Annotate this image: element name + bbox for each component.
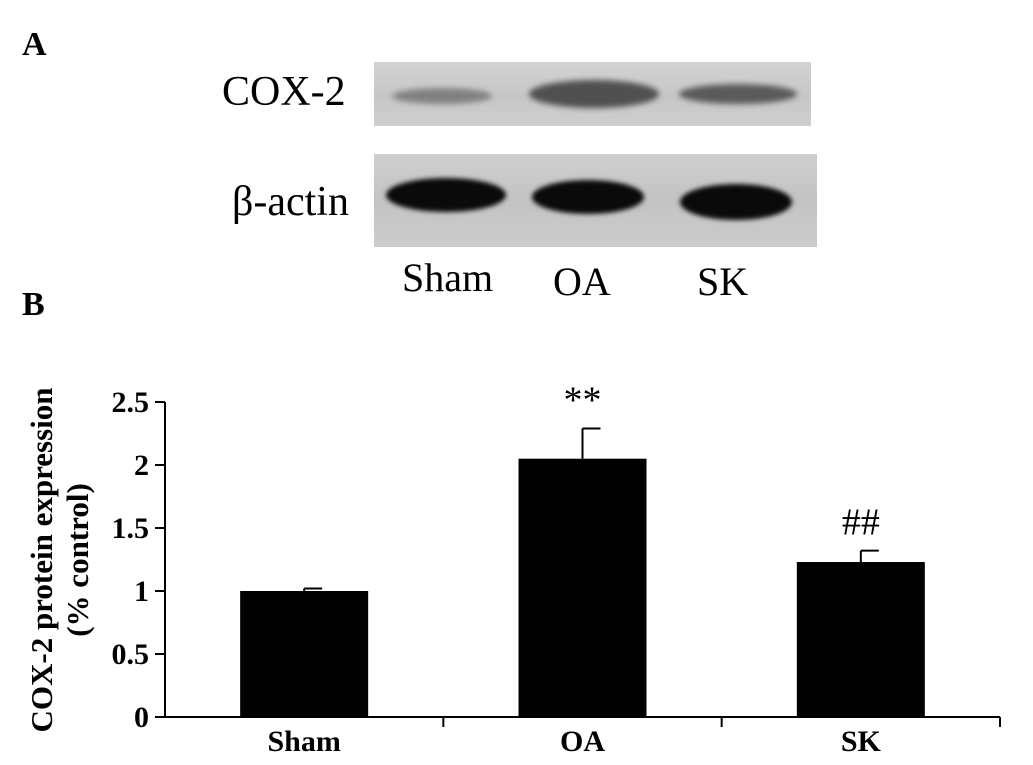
y-axis-label-line2: (% control): [60, 483, 95, 637]
y-axis-label-line1: COX-2 protein expression: [24, 387, 59, 732]
significance-marker-oa: **: [564, 379, 602, 421]
blot-band-cox2-sk: [679, 84, 797, 104]
y-tick-label: 2: [134, 449, 149, 482]
blot-band-cox2-sham: [392, 88, 492, 104]
y-tick-label: 2.5: [112, 386, 150, 419]
bar-sham: [240, 591, 369, 717]
y-axis-label: COX-2 protein expression (% control): [24, 387, 95, 732]
bar-oa: [518, 458, 647, 717]
blot-band-cox2-oa: [529, 80, 659, 108]
lane-label-sham: Sham: [402, 255, 494, 300]
blot-band-actin-oa: [532, 180, 644, 214]
lane-label-sk: SK: [697, 259, 749, 304]
blot-band-actin-sk: [680, 184, 792, 220]
y-tick-label: 0.5: [112, 638, 150, 671]
lane-label-oa: OA: [553, 259, 611, 304]
western-blot-beta-actin: [374, 154, 817, 247]
panel-label-b: B: [22, 286, 45, 323]
y-tick-label: 1: [134, 575, 149, 608]
significance-marker-sk: ##: [842, 502, 880, 544]
x-tick-label-oa: OA: [560, 725, 605, 758]
blot-label-beta-actin: β-actin: [232, 179, 349, 225]
blot-label-cox2: COX-2: [222, 69, 346, 115]
panel-label-a: A: [22, 26, 47, 63]
x-tick-label-sham: Sham: [267, 725, 340, 758]
y-tick-label: 1.5: [112, 512, 150, 545]
western-blot-cox2: [374, 62, 811, 126]
blot-band-actin-sham: [386, 178, 506, 212]
bar-sk: [796, 562, 925, 717]
x-tick-label-sk: SK: [841, 725, 882, 758]
y-tick-label: 0: [134, 701, 149, 734]
